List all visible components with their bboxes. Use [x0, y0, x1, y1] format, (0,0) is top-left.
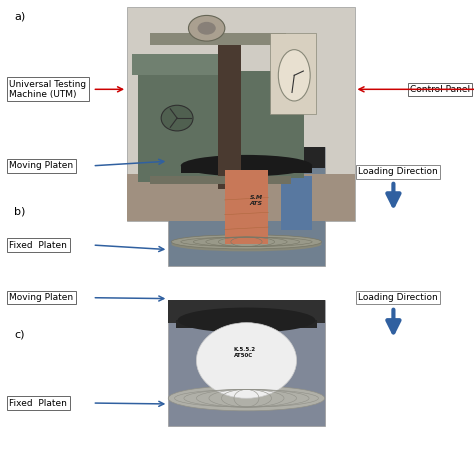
Bar [225, 170, 268, 244]
Ellipse shape [181, 155, 312, 176]
Text: Control Panel: Control Panel [410, 85, 470, 94]
Bar [241, 71, 304, 178]
Text: c): c) [14, 330, 25, 340]
Text: S.M
ATS: S.M ATS [250, 195, 263, 206]
Text: Universal Testing
Machine (UTM): Universal Testing Machine (UTM) [9, 80, 87, 99]
Bar [168, 147, 325, 266]
Ellipse shape [161, 105, 193, 131]
Ellipse shape [189, 16, 225, 41]
Bar [127, 7, 355, 221]
Bar [181, 166, 312, 173]
Bar [138, 65, 218, 182]
Bar [150, 176, 291, 185]
Ellipse shape [196, 322, 297, 398]
Bar [150, 33, 286, 45]
Text: Moving Platen: Moving Platen [9, 161, 73, 170]
Ellipse shape [198, 22, 216, 35]
Bar [132, 54, 227, 75]
Ellipse shape [172, 237, 321, 251]
Text: Loading Direction: Loading Direction [358, 167, 438, 176]
Text: Fixed  Platen: Fixed Platen [9, 398, 67, 408]
Text: Loading Direction: Loading Direction [358, 293, 438, 302]
Bar [168, 300, 325, 322]
Bar [168, 147, 325, 168]
Text: Moving Platen: Moving Platen [9, 293, 73, 302]
Ellipse shape [172, 234, 321, 249]
Text: K.5.5.2
AT50C: K.5.5.2 AT50C [234, 348, 256, 358]
Bar [270, 33, 316, 114]
Text: b): b) [14, 206, 26, 216]
Bar [176, 320, 317, 328]
Text: a): a) [14, 11, 26, 22]
Text: Fixed  Platen: Fixed Platen [9, 240, 67, 250]
Bar [168, 300, 325, 426]
Bar [127, 174, 355, 221]
Ellipse shape [178, 308, 315, 333]
Bar [281, 176, 312, 230]
Ellipse shape [168, 386, 325, 411]
Bar [218, 39, 241, 189]
Ellipse shape [278, 49, 310, 101]
